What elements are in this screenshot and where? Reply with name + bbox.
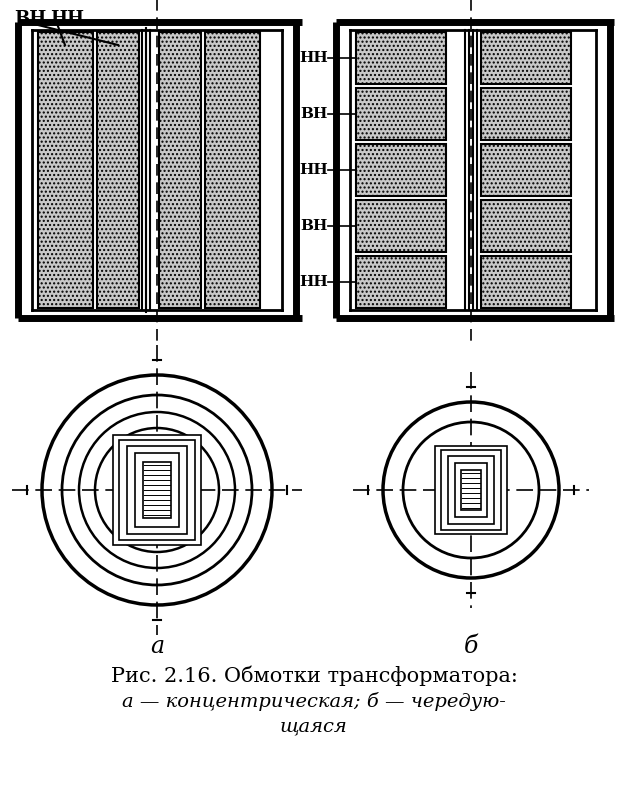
Bar: [143, 462, 171, 518]
Bar: [38, 32, 93, 308]
Bar: [119, 440, 195, 540]
Text: НН: НН: [50, 10, 84, 28]
Bar: [441, 450, 501, 530]
Text: ВН: ВН: [14, 10, 46, 28]
Bar: [356, 200, 446, 252]
Text: НН: НН: [300, 163, 328, 177]
Text: б: б: [464, 635, 478, 658]
Bar: [481, 88, 571, 140]
Bar: [356, 256, 446, 308]
Bar: [127, 446, 187, 534]
Bar: [448, 456, 494, 524]
Text: а: а: [150, 635, 164, 658]
Bar: [205, 32, 260, 308]
Bar: [481, 144, 571, 196]
Bar: [435, 446, 507, 534]
Bar: [97, 32, 139, 308]
Bar: [455, 463, 487, 517]
Text: ВН: ВН: [301, 219, 328, 233]
Bar: [461, 470, 481, 510]
Bar: [113, 435, 201, 545]
Bar: [481, 32, 571, 84]
Bar: [356, 32, 446, 84]
Text: щаяся: щаяся: [280, 717, 348, 735]
Text: ВН: ВН: [301, 107, 328, 121]
Bar: [356, 88, 446, 140]
Bar: [356, 144, 446, 196]
Bar: [159, 32, 201, 308]
Text: НН: НН: [300, 51, 328, 65]
Text: Рис. 2.16. Обмотки трансформатора:: Рис. 2.16. Обмотки трансформатора:: [111, 665, 517, 686]
Bar: [481, 256, 571, 308]
Bar: [481, 200, 571, 252]
Bar: [135, 453, 179, 527]
Text: а — концентрическая; б — чередую-: а — концентрическая; б — чередую-: [122, 692, 506, 711]
Text: НН: НН: [300, 275, 328, 289]
